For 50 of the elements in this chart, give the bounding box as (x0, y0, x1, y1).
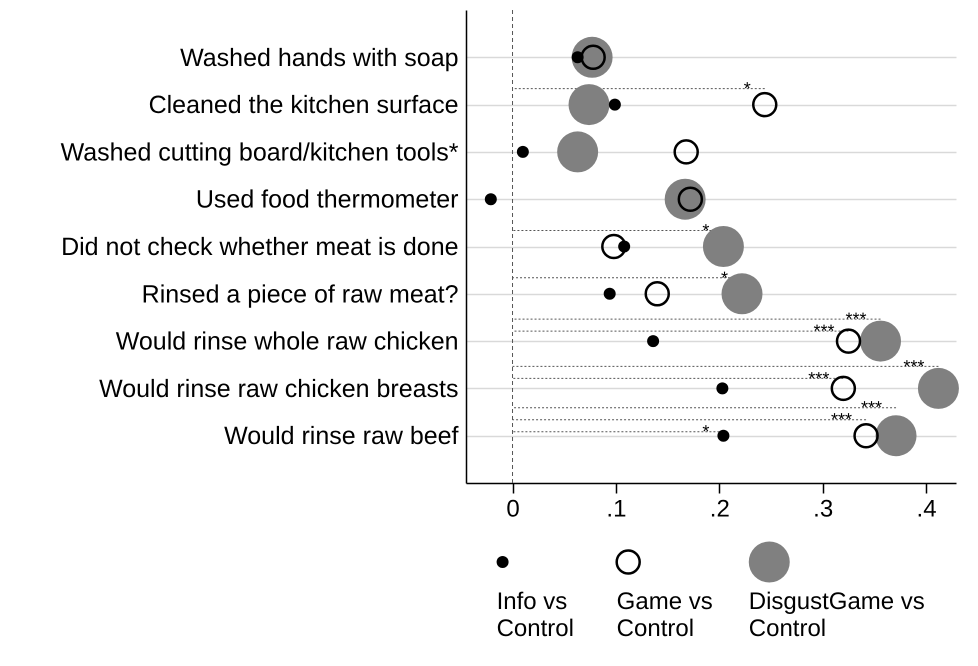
point (876, 415, 917, 456)
y-tick-label: Would rinse whole raw chicken (116, 328, 458, 356)
point (618, 240, 630, 252)
point (717, 430, 730, 442)
point (516, 146, 529, 158)
annotation: * (720, 268, 728, 288)
point (568, 84, 610, 126)
y-tick-label: Cleaned the kitchen surface (148, 91, 458, 120)
point (572, 51, 584, 64)
annotation: * (702, 422, 710, 442)
point (702, 226, 744, 267)
annotation: *** (808, 368, 830, 388)
legend-label: DisgustGame vs Control (748, 588, 925, 642)
annotation: *** (831, 410, 852, 430)
point (673, 139, 699, 165)
point (836, 328, 862, 354)
y-tick-label: Rinsed a piece of raw meat? (142, 280, 458, 308)
x-tick-label: .3 (813, 496, 834, 522)
point (830, 376, 856, 402)
x-tick-label: .4 (916, 496, 937, 522)
point (918, 368, 959, 409)
annotation: *** (903, 356, 924, 376)
annotation: *** (861, 398, 882, 418)
legend-label: Game vs Control (616, 588, 713, 642)
point (647, 335, 660, 348)
annotation: * (744, 78, 751, 99)
point (608, 98, 621, 111)
y-tick-label: Used food thermometer (196, 186, 458, 214)
x-tick-label: 0 (506, 496, 520, 522)
point (722, 273, 763, 314)
point (853, 422, 879, 448)
y-tick-label: Washed cutting board/kitchen tools* (60, 138, 459, 166)
point (860, 320, 902, 362)
point (604, 288, 616, 300)
x-tick-label: .2 (710, 496, 730, 522)
annotation: *** (846, 309, 867, 330)
y-tick-label: Did not check whether meat is done (61, 233, 458, 261)
point (644, 281, 670, 307)
legend-label: Info vs Control (496, 588, 574, 642)
point (601, 234, 627, 260)
x-tick-label: .1 (606, 496, 626, 522)
point (716, 382, 728, 394)
y-tick-label: Would rinse raw beef (224, 422, 459, 450)
point (484, 193, 497, 206)
point (557, 131, 598, 172)
annotation: * (702, 220, 710, 240)
y-tick-label: Would rinse raw chicken breasts (99, 374, 458, 403)
point (752, 92, 778, 118)
y-tick-label: Washed hands with soap (180, 44, 458, 72)
annotation: *** (813, 321, 834, 342)
